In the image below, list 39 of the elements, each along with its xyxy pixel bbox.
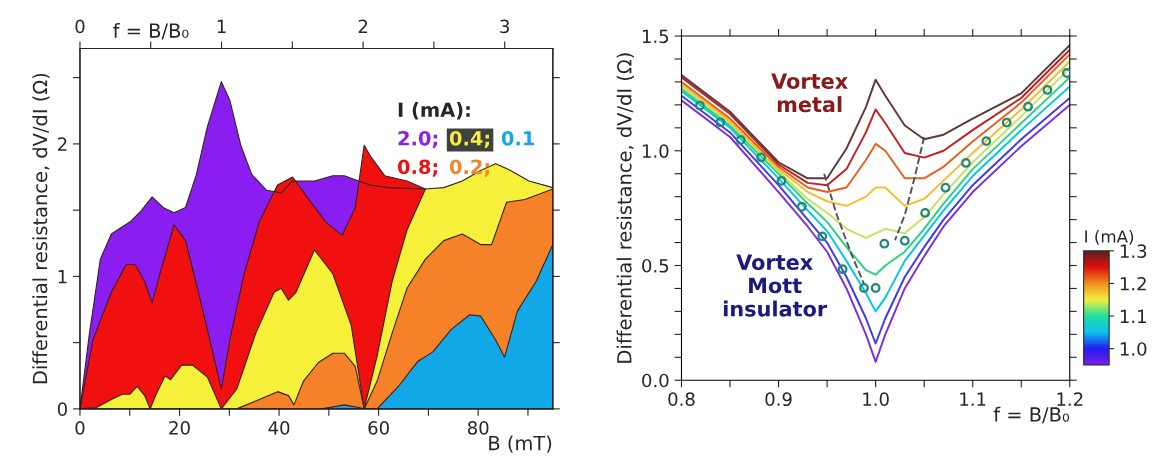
x-tick-label: 80 (467, 420, 489, 435)
x2-tick-label: 3 (500, 19, 509, 34)
x-tick-label: 60 (368, 420, 389, 435)
x-tick-label: 0.9 (765, 392, 792, 407)
legend-title: I (mA): (398, 102, 470, 120)
text: 0.1 (501, 130, 535, 146)
x-tick-label: 0.8 (668, 392, 695, 407)
color-bar-label: 1.2 (1120, 276, 1146, 291)
x2-axis-title: f = B/B₀ (113, 22, 189, 40)
x-tick-label: 1.1 (960, 392, 986, 406)
x-tick-label: 40 (268, 420, 290, 435)
annotation: Vortex Mott insulator (723, 254, 828, 317)
annotation: Vortex metal (771, 73, 848, 113)
series-label: 0.4; (449, 130, 490, 149)
y-tick-label: 1 (58, 270, 67, 284)
y-tick-label: 2 (58, 137, 67, 151)
color-bar-label: 1.1 (1120, 309, 1146, 323)
y-tick-label: 1.5 (642, 29, 669, 44)
y-tick-label: 1.0 (642, 144, 669, 158)
color-bar-title: I (mA) (1085, 229, 1134, 245)
y-tick-label: 0.0 (642, 373, 669, 388)
color-bar-label: 1.0 (1120, 342, 1147, 356)
x-tick-label: 1.0 (863, 392, 889, 407)
x2-tick-label: 2 (358, 19, 368, 33)
y-tick-label: 0.5 (642, 258, 669, 273)
x-tick-label: 0 (75, 420, 85, 435)
series-label: 0.8; (397, 159, 438, 177)
x-tick-label: 20 (169, 420, 190, 435)
x2-tick-label: 1 (217, 19, 226, 33)
y-tick-label: 0 (57, 402, 67, 416)
x-axis-title: f = B/B₀ (993, 406, 1070, 424)
x-axis-title: B (mT) (489, 435, 552, 453)
y-axis-title: Differential resistance, dV/dI (Ω) (616, 53, 634, 363)
text: 2.0; (398, 130, 438, 149)
series-label: 0.2; (449, 159, 490, 177)
x2-tick-label: 0 (75, 19, 85, 34)
y-axis-title: Differential resistance, dV/dI (Ω) (32, 73, 50, 384)
x-tick-label: 1.2 (1057, 392, 1083, 406)
color-bar-label: 1.3 (1120, 244, 1147, 258)
